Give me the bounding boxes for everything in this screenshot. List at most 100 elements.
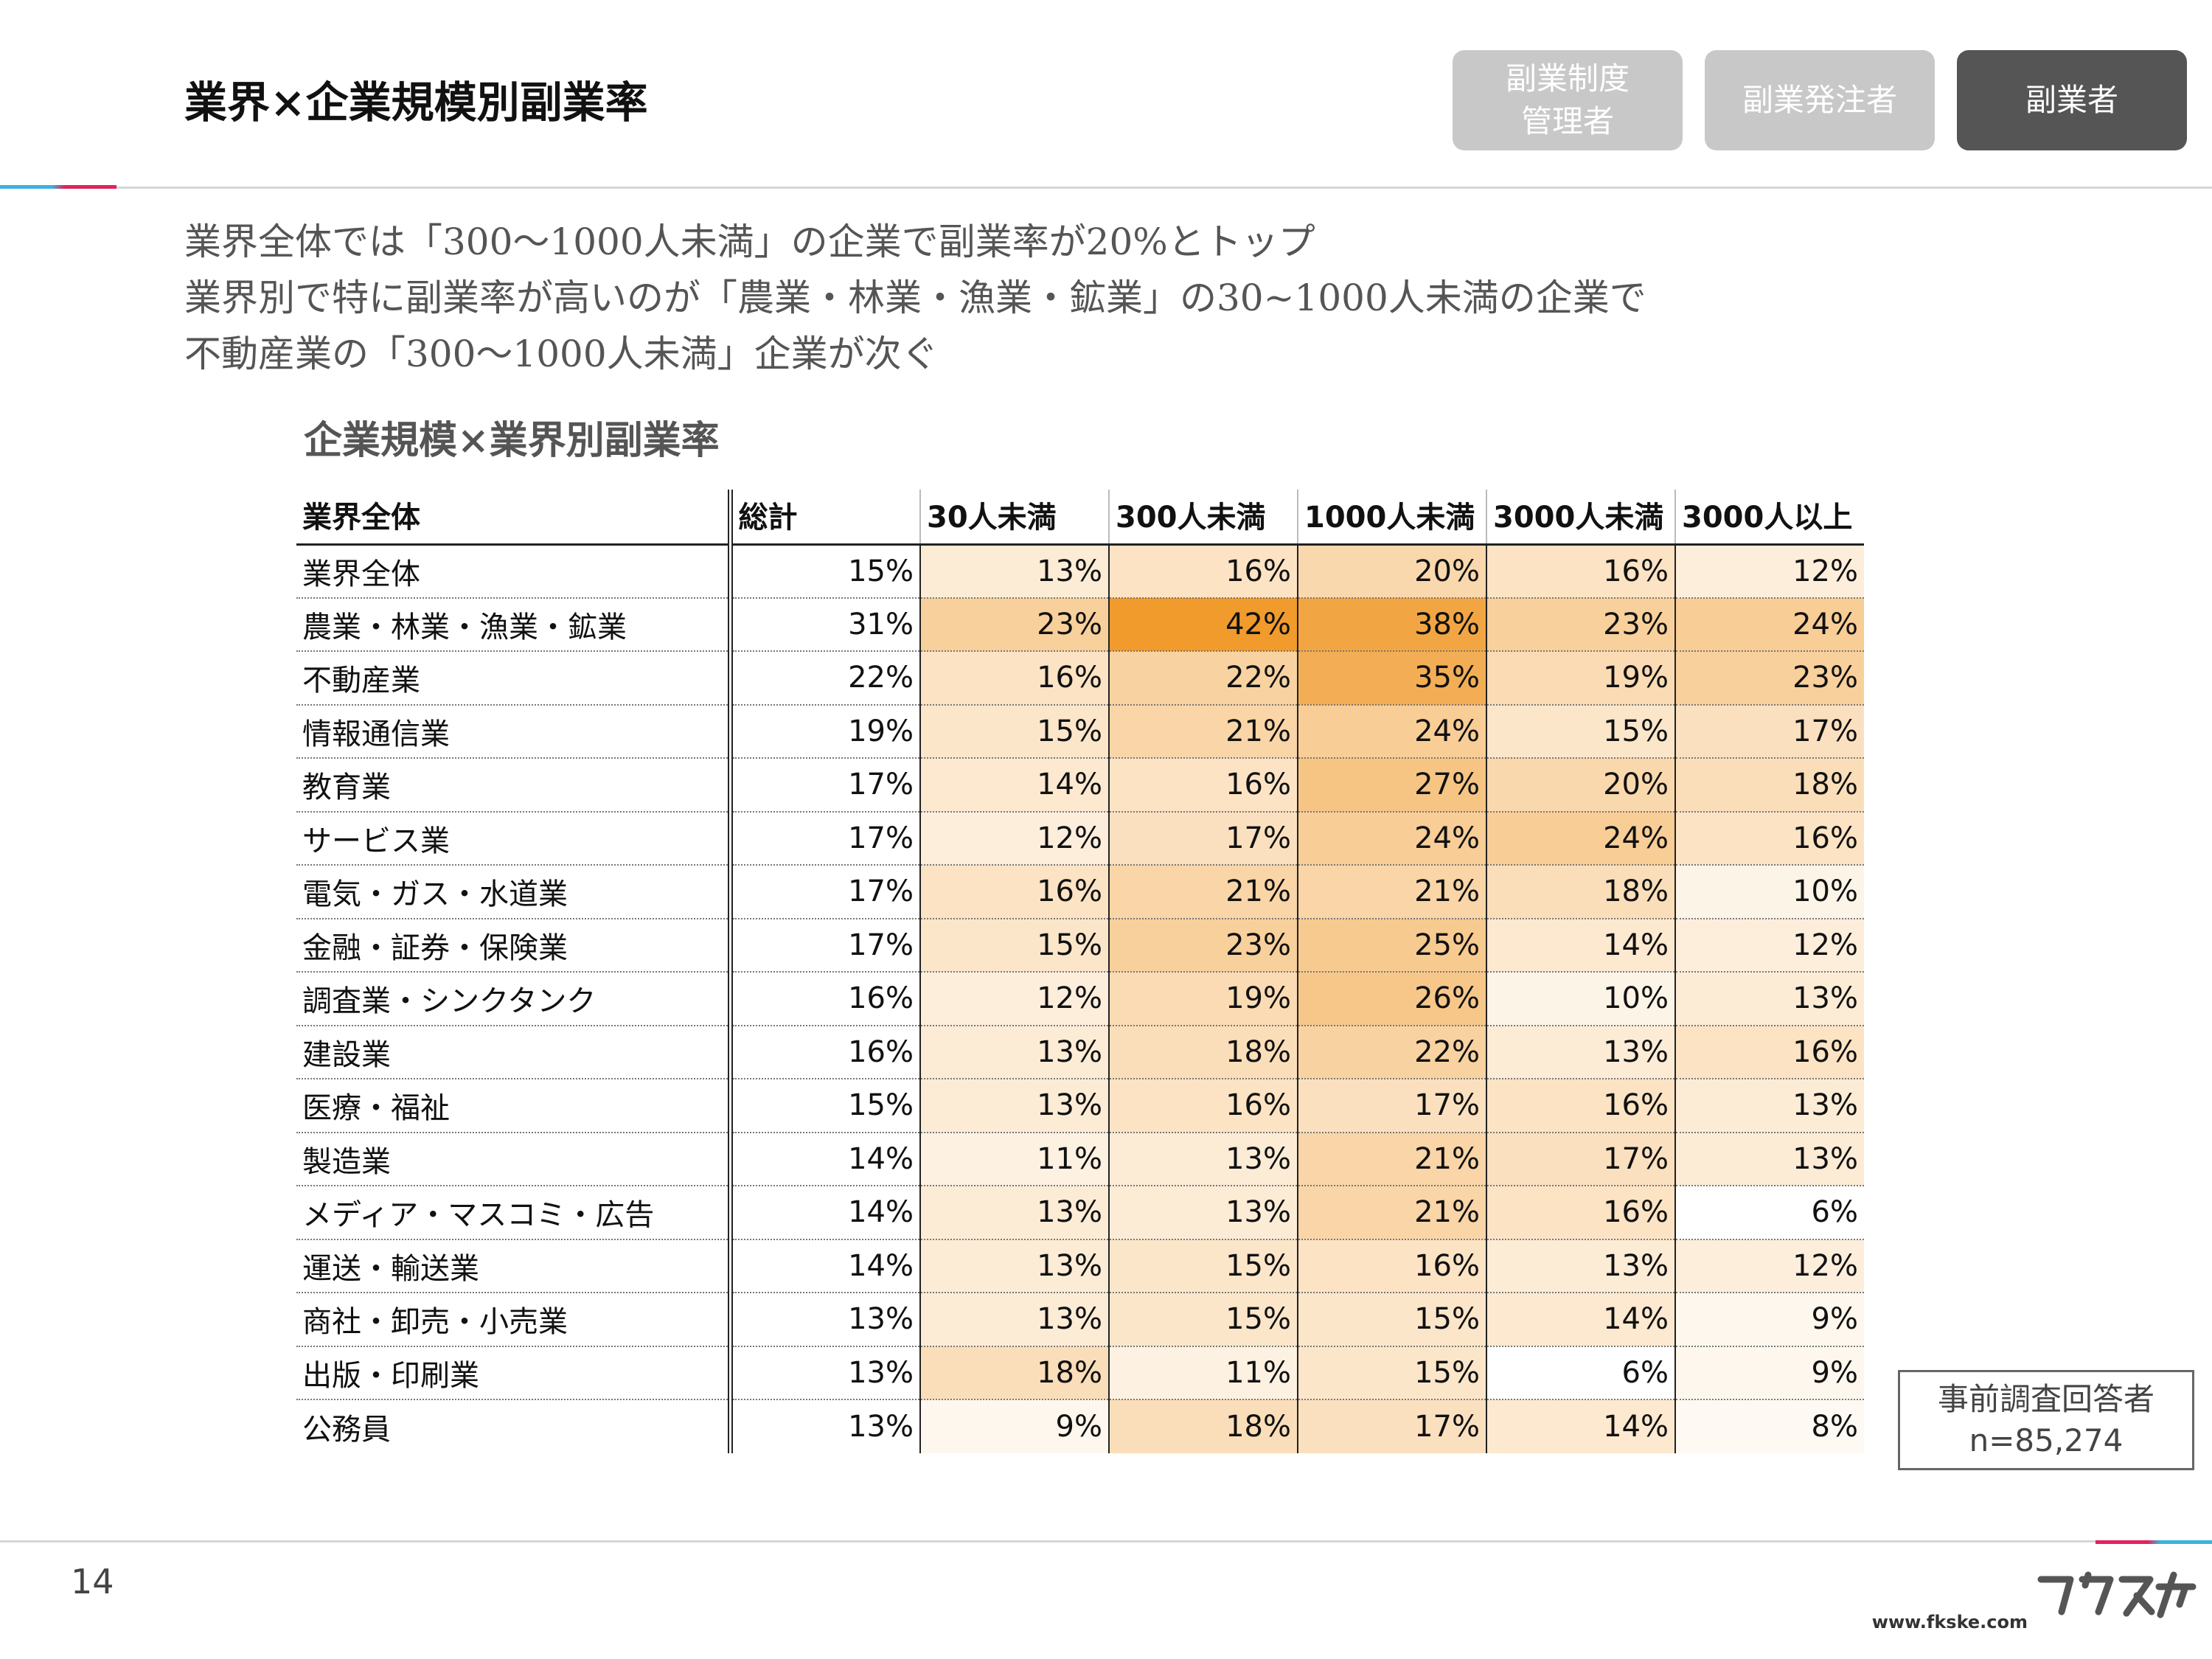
page-number: 14 bbox=[71, 1562, 114, 1601]
header-accent-line bbox=[0, 185, 116, 189]
rate-cell: 22% bbox=[1108, 651, 1298, 706]
respondents-count: n=85,274 bbox=[1969, 1422, 2124, 1458]
industry-cell: 農業・林業・漁業・鉱業 bbox=[296, 597, 730, 652]
total-cell: 17% bbox=[727, 865, 920, 919]
rate-cell: 14% bbox=[1486, 1293, 1675, 1347]
rate-cell: 21% bbox=[1108, 704, 1298, 759]
industry-cell: 不動産業 bbox=[296, 651, 730, 706]
rate-cell: 13% bbox=[1674, 1132, 1864, 1186]
total-cell: 17% bbox=[727, 758, 920, 813]
footer-accent-line bbox=[2096, 1540, 2212, 1544]
respondents-box: 事前調査回答者 n=85,274 bbox=[1898, 1370, 2194, 1470]
industry-cell: 業界全体 bbox=[296, 544, 730, 599]
table-title: 企業規模×業界別副業率 bbox=[304, 418, 720, 463]
tab-side-job-system-manager[interactable]: 副業制度 管理者 bbox=[1453, 50, 1683, 150]
rate-cell: 19% bbox=[1486, 651, 1675, 706]
table-row: 業界全体 15% 13% 16% 20% 16% 12% bbox=[296, 544, 1864, 599]
rate-cell: 17% bbox=[1297, 1079, 1486, 1133]
rate-cell: 12% bbox=[919, 972, 1109, 1026]
rate-cell: 16% bbox=[1108, 1079, 1298, 1133]
respondents-label: 事前調査回答者 bbox=[1937, 1381, 2154, 1417]
industry-cell: 情報通信業 bbox=[296, 704, 730, 759]
rate-cell: 16% bbox=[1486, 544, 1675, 599]
summary-text: 業界全体では「300〜1000人未満」の企業で副業率が20%とトップ 業界別で特… bbox=[184, 214, 1646, 382]
industry-cell: 金融・証券・保険業 bbox=[296, 918, 730, 973]
column-header: 30人未満 bbox=[919, 490, 1109, 546]
total-cell: 31% bbox=[727, 597, 920, 652]
rate-cell: 15% bbox=[1486, 704, 1675, 759]
rate-cell: 27% bbox=[1297, 758, 1486, 813]
rate-cell: 16% bbox=[919, 865, 1109, 919]
rate-cell: 35% bbox=[1297, 651, 1486, 706]
rate-cell: 12% bbox=[1674, 1239, 1864, 1293]
tab-side-job-client[interactable]: 副業発注者 bbox=[1705, 50, 1935, 150]
total-cell: 13% bbox=[727, 1293, 920, 1347]
rate-cell: 13% bbox=[919, 1186, 1109, 1240]
rate-cell: 10% bbox=[1486, 972, 1675, 1026]
rate-cell: 8% bbox=[1674, 1399, 1864, 1453]
column-header: 300人未満 bbox=[1108, 490, 1298, 546]
table-row: 商社・卸売・小売業 13% 13% 15% 15% 14% 9% bbox=[296, 1293, 1864, 1347]
footer-divider bbox=[0, 1540, 2096, 1543]
industry-cell: 教育業 bbox=[296, 758, 730, 813]
rate-cell: 15% bbox=[1297, 1293, 1486, 1347]
rate-cell: 13% bbox=[1486, 1239, 1675, 1293]
rate-cell: 18% bbox=[1108, 1399, 1298, 1453]
rate-cell: 16% bbox=[1674, 1025, 1864, 1079]
column-header: 業界全体 bbox=[296, 490, 730, 546]
rate-cell: 38% bbox=[1297, 597, 1486, 652]
total-cell: 16% bbox=[727, 972, 920, 1026]
summary-line: 業界別で特に副業率が高いのが「農業・林業・漁業・鉱業」の30~1000人未満の企… bbox=[184, 276, 1646, 319]
rate-cell: 11% bbox=[1108, 1346, 1298, 1400]
total-cell: 14% bbox=[727, 1239, 920, 1293]
rate-cell: 22% bbox=[1297, 1025, 1486, 1079]
table-row: メディア・マスコミ・広告 14% 13% 13% 21% 16% 6% bbox=[296, 1186, 1864, 1240]
rate-cell: 21% bbox=[1297, 1132, 1486, 1186]
industry-cell: 商社・卸売・小売業 bbox=[296, 1293, 730, 1347]
rate-cell: 9% bbox=[919, 1399, 1109, 1453]
rate-cell: 24% bbox=[1674, 597, 1864, 652]
industry-cell: 公務員 bbox=[302, 1412, 391, 1447]
total-cell: 22% bbox=[727, 651, 920, 706]
column-header: 3000人未満 bbox=[1486, 490, 1675, 546]
heatmap-table: 業界全体 総計 30人未満 300人未満 1000人未満 3000人未満 300… bbox=[296, 490, 1864, 1453]
tab-side-job-worker[interactable]: 副業者 bbox=[1957, 50, 2187, 150]
table-row: 医療・福祉 15% 13% 16% 17% 16% 13% bbox=[296, 1079, 1864, 1133]
rate-cell: 18% bbox=[1486, 865, 1675, 919]
rate-cell: 18% bbox=[919, 1346, 1109, 1400]
rate-cell: 12% bbox=[1674, 544, 1864, 599]
page-title: 業界×企業規模別副業率 bbox=[184, 77, 648, 128]
table-row: 製造業 14% 11% 13% 21% 17% 13% bbox=[296, 1132, 1864, 1186]
rate-cell: 15% bbox=[919, 704, 1109, 759]
rate-cell: 20% bbox=[1486, 758, 1675, 813]
rate-cell: 13% bbox=[1108, 1186, 1298, 1240]
rate-cell: 15% bbox=[1297, 1346, 1486, 1400]
total-cell: 16% bbox=[727, 1025, 920, 1079]
rate-cell: 16% bbox=[1108, 758, 1298, 813]
site-url[interactable]: www.fkske.com bbox=[1871, 1612, 2028, 1632]
rate-cell: 21% bbox=[1297, 1186, 1486, 1240]
table-row: 教育業 17% 14% 16% 27% 20% 18% bbox=[296, 758, 1864, 813]
rate-cell: 13% bbox=[919, 1025, 1109, 1079]
table-row: 調査業・シンクタンク 16% 12% 19% 26% 10% 13% bbox=[296, 972, 1864, 1026]
total-cell: 14% bbox=[727, 1132, 920, 1186]
rate-cell: 9% bbox=[1674, 1293, 1864, 1347]
industry-cell: 医療・福祉 bbox=[296, 1079, 730, 1133]
rate-cell: 13% bbox=[1486, 1025, 1675, 1079]
rate-cell: 15% bbox=[1108, 1293, 1298, 1347]
total-cell: 19% bbox=[727, 704, 920, 759]
rate-cell: 24% bbox=[1486, 811, 1675, 866]
rate-cell: 24% bbox=[1297, 811, 1486, 866]
total-cell: 13% bbox=[727, 1346, 920, 1400]
rate-cell: 13% bbox=[1674, 972, 1864, 1026]
column-header: 1000人未満 bbox=[1297, 490, 1486, 546]
rate-cell: 23% bbox=[919, 597, 1109, 652]
rate-cell: 23% bbox=[1108, 918, 1298, 973]
rate-cell: 6% bbox=[1674, 1186, 1864, 1240]
rate-cell: 15% bbox=[1108, 1239, 1298, 1293]
rate-cell: 16% bbox=[1486, 1186, 1675, 1240]
summary-line: 業界全体では「300〜1000人未満」の企業で副業率が20%とトップ bbox=[184, 220, 1315, 263]
rate-cell: 18% bbox=[1108, 1025, 1298, 1079]
rate-cell: 14% bbox=[919, 758, 1109, 813]
total-cell: 13% bbox=[727, 1399, 920, 1453]
